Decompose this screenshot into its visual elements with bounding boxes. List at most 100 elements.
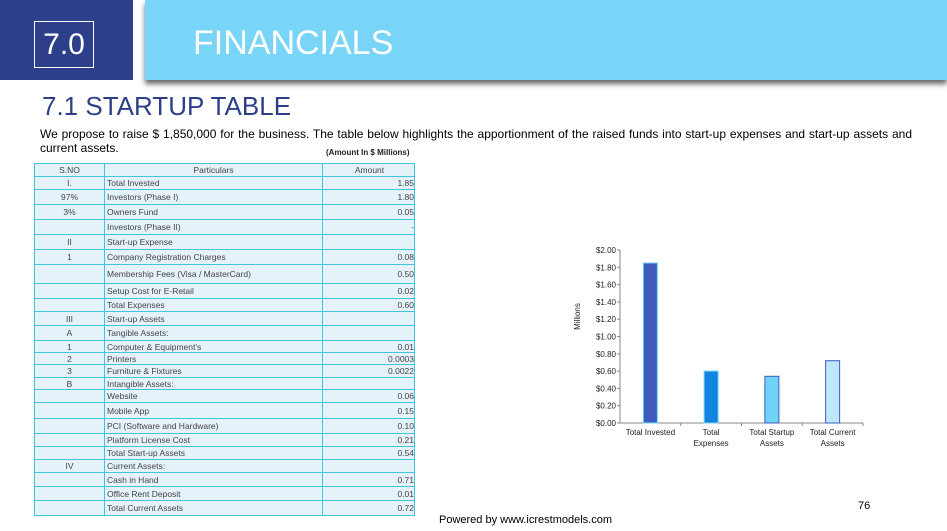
particulars-cell: Membership Fees (Visa / MasterCard) xyxy=(104,264,323,284)
y-tick-label: $0.20 xyxy=(596,402,617,411)
table-row: 3 Furniture & Fixtures 0.0022 xyxy=(34,364,415,378)
sno-cell xyxy=(34,283,105,299)
sno-cell: 3 xyxy=(34,364,105,378)
amount-cell: 0.01 xyxy=(322,340,415,353)
amount-cell: 0.0003 xyxy=(322,352,415,365)
section-heading: 7.1 STARTUP TABLE xyxy=(42,91,292,121)
particulars-cell: PCI (Software and Hardware) xyxy=(104,418,323,434)
particulars-cell: Investors (Phase I) xyxy=(104,189,323,205)
footer-credit: Powered by www.icrestmodels.com xyxy=(439,514,613,526)
y-tick-label: $1.20 xyxy=(596,315,617,324)
particulars-cell: Printers xyxy=(104,352,323,365)
x-tick-label: Total Invested xyxy=(626,428,675,437)
table-row: 97% Investors (Phase I) 1.80 xyxy=(34,189,415,205)
sno-cell: A xyxy=(34,325,105,341)
amount-cell: - xyxy=(322,219,415,235)
startup-chart: $0.00 $0.20 $0.40 $0.60 $0.80 $1.00 $1.20 $1.40… xyxy=(573,246,864,448)
amount-cell: 0.72 xyxy=(322,500,415,516)
y-tick-label: $1.80 xyxy=(596,263,617,272)
particulars-cell: Owners Fund xyxy=(104,204,323,220)
section-number-panel: 7.0 xyxy=(0,0,133,80)
table-row: Office Rent Deposit 0.01 xyxy=(34,486,415,501)
amount-cell: 0.21 xyxy=(322,433,415,447)
table-row: Total Current Assets 0.72 xyxy=(34,500,415,516)
table-row: Membership Fees (Visa / MasterCard) 0.50 xyxy=(34,264,415,284)
particulars-cell: Office Rent Deposit xyxy=(104,486,323,501)
amount-cell: 0.60 xyxy=(322,298,415,312)
amount-cell xyxy=(322,311,415,326)
sno-cell xyxy=(34,219,105,235)
table-row: Setup Cost for E-Retail 0.02 xyxy=(34,283,415,299)
bar xyxy=(703,370,719,424)
sno-cell xyxy=(34,389,105,403)
table-row: Cash in Hand 0.71 xyxy=(34,472,415,487)
title-banner xyxy=(145,0,947,80)
sno-cell: S.NO xyxy=(34,163,105,177)
x-tick-label: Total Current xyxy=(810,428,857,437)
table-row: PCI (Software and Hardware) 0.10 xyxy=(34,418,415,434)
sno-cell xyxy=(34,264,105,284)
table-row: 1 Computer & Equipment's 0.01 xyxy=(34,340,415,353)
sno-cell: 1 xyxy=(34,249,105,265)
table-row: Total Expenses 0.60 xyxy=(34,298,415,312)
x-tick-label: Total Startup xyxy=(749,428,794,437)
intro-paragraph: We propose to raise $ 1,850,000 for the … xyxy=(40,127,912,155)
sno-cell xyxy=(34,418,105,434)
amount-cell xyxy=(322,234,415,250)
amount-cell xyxy=(322,325,415,341)
particulars-cell: Intangible Assets: xyxy=(104,377,323,390)
amount-cell xyxy=(322,459,415,473)
particulars-cell: Setup Cost for E-Retail xyxy=(104,283,323,299)
amount-cell: 1.80 xyxy=(322,189,415,205)
amount-cell: 0.02 xyxy=(322,283,415,299)
table-row: Total Start-up Assets 0.54 xyxy=(34,446,415,460)
table-header-row: S.NO Particulars Amount xyxy=(34,163,415,177)
section-number: 7.0 xyxy=(34,21,94,68)
sno-cell: 1 xyxy=(34,340,105,353)
sno-cell xyxy=(34,402,105,419)
particulars-cell: Computer & Equipment's xyxy=(104,340,323,353)
x-tick-label: Expenses xyxy=(694,439,729,448)
particulars-cell: Furniture & Fixtures xyxy=(104,364,323,378)
page-title: FINANCIALS xyxy=(193,24,394,62)
table-row: 2 Printers 0.0003 xyxy=(34,352,415,365)
sno-cell xyxy=(34,486,105,501)
sno-cell: 3% xyxy=(34,204,105,220)
y-tick-label: $0.80 xyxy=(596,350,617,359)
table-row: II Start-up Expense xyxy=(34,234,415,250)
amount-cell: 0.50 xyxy=(322,264,415,284)
particulars-cell: Platform License Cost xyxy=(104,433,323,447)
table-row: 3% Owners Fund 0.05 xyxy=(34,204,415,220)
particulars-cell: Start-up Assets xyxy=(104,311,323,326)
sno-cell: B xyxy=(34,377,105,390)
table-row: Website 0.06 xyxy=(34,389,415,403)
y-tick-label: $0.00 xyxy=(596,419,617,428)
sno-cell: 2 xyxy=(34,352,105,365)
table-row: Investors (Phase II) - xyxy=(34,219,415,235)
particulars-cell: Cash in Hand xyxy=(104,472,323,487)
x-tick-label: Assets xyxy=(760,439,784,448)
y-tick-label: $2.00 xyxy=(596,246,617,255)
sno-cell: IV xyxy=(34,459,105,473)
particulars-cell: Tangible Assets: xyxy=(104,325,323,341)
amount-cell: 0.15 xyxy=(322,402,415,419)
sno-cell: II xyxy=(34,234,105,250)
amount-cell: 0.10 xyxy=(322,418,415,434)
particulars-cell: Investors (Phase II) xyxy=(104,219,323,235)
particulars-cell: Total Invested xyxy=(104,176,323,190)
sno-cell xyxy=(34,446,105,460)
page-number: 76 xyxy=(858,500,871,512)
particulars-cell: Company Registration Charges xyxy=(104,249,323,265)
amount-cell: 0.06 xyxy=(322,389,415,403)
y-tick-label: $1.00 xyxy=(596,333,617,342)
table-row: Platform License Cost 0.21 xyxy=(34,433,415,447)
table-row: 1 Company Registration Charges 0.08 xyxy=(34,249,415,265)
bar xyxy=(764,375,780,424)
table-row: A Tangible Assets: xyxy=(34,325,415,341)
particulars-cell: Total Expenses xyxy=(104,298,323,312)
amount-cell xyxy=(322,377,415,390)
table-row: IV Current Assets: xyxy=(34,459,415,473)
x-tick-label: Total xyxy=(703,428,720,437)
bar xyxy=(825,360,841,424)
particulars-cell: Total Current Assets xyxy=(104,500,323,516)
